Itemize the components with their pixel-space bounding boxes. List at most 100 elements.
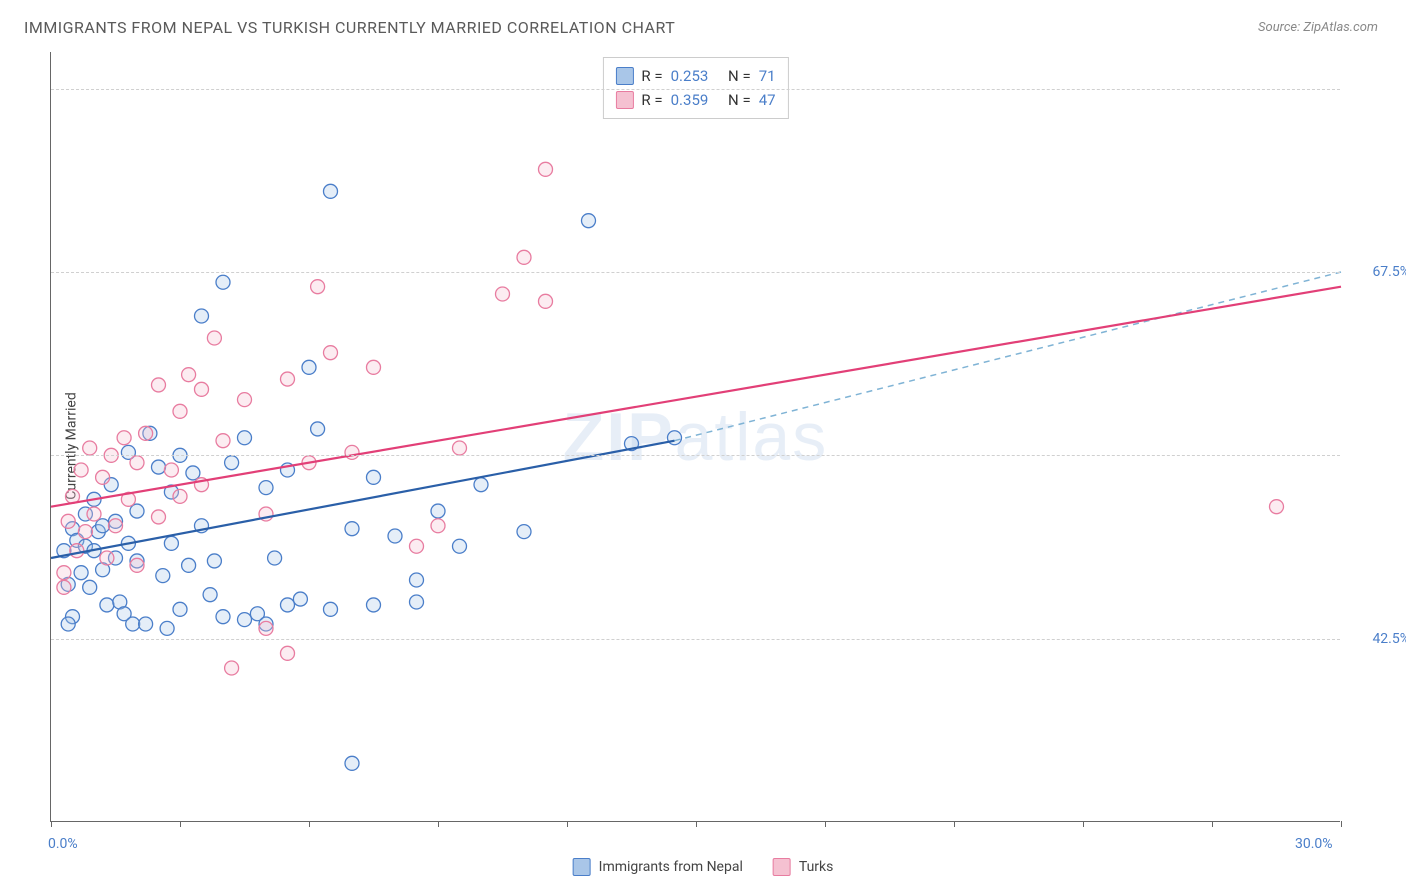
scatter-point xyxy=(195,382,209,396)
scatter-point xyxy=(474,478,488,492)
scatter-point xyxy=(139,617,153,631)
chart-title: IMMIGRANTS FROM NEPAL VS TURKISH CURRENT… xyxy=(24,18,675,37)
scatter-point xyxy=(367,360,381,374)
scatter-point xyxy=(57,566,71,580)
source-attribution: Source: ZipAtlas.com xyxy=(1258,20,1378,35)
scatter-point xyxy=(61,617,75,631)
scatter-point xyxy=(410,573,424,587)
scatter-point xyxy=(453,441,467,455)
scatter-point xyxy=(139,426,153,440)
scatter-point xyxy=(324,602,338,616)
scatter-point xyxy=(164,536,178,550)
scatter-point xyxy=(173,404,187,418)
scatter-point xyxy=(367,470,381,484)
scatter-point xyxy=(259,481,273,495)
scatter-point xyxy=(152,460,166,474)
legend-item-turks: Turks xyxy=(773,858,834,876)
scatter-point xyxy=(225,456,239,470)
scatter-point xyxy=(156,569,170,583)
scatter-point xyxy=(216,275,230,289)
swatch-turks-icon xyxy=(773,858,791,876)
scatter-point xyxy=(539,162,553,176)
scatter-point xyxy=(173,602,187,616)
scatter-point xyxy=(281,372,295,386)
scatter-point xyxy=(109,519,123,533)
scatter-point xyxy=(238,393,252,407)
scatter-point xyxy=(186,466,200,480)
scatter-point xyxy=(517,250,531,264)
x-tick xyxy=(696,821,697,827)
scatter-point xyxy=(78,525,92,539)
swatch-nepal-icon xyxy=(573,858,591,876)
scatter-point xyxy=(74,566,88,580)
scatter-point xyxy=(216,610,230,624)
scatter-point xyxy=(96,470,110,484)
x-tick-label: 30.0% xyxy=(1295,836,1333,852)
scatter-point xyxy=(117,431,131,445)
y-tick-label: 67.5% xyxy=(1372,264,1406,280)
x-tick xyxy=(954,821,955,827)
gridline xyxy=(51,89,1340,90)
scatter-point xyxy=(61,514,75,528)
scatter-point xyxy=(195,309,209,323)
scatter-point xyxy=(173,489,187,503)
x-tick xyxy=(51,821,52,827)
scatter-point xyxy=(238,431,252,445)
scatter-point xyxy=(70,544,84,558)
scatter-point xyxy=(130,456,144,470)
scatter-point xyxy=(345,756,359,770)
scatter-point xyxy=(311,280,325,294)
scatter-point xyxy=(216,434,230,448)
scatter-point xyxy=(345,445,359,459)
x-tick xyxy=(825,821,826,827)
legend-label-nepal: Immigrants from Nepal xyxy=(599,859,743,875)
scatter-point xyxy=(57,580,71,594)
scatter-point xyxy=(83,580,97,594)
scatter-point xyxy=(182,368,196,382)
scatter-point xyxy=(311,422,325,436)
scatter-point xyxy=(83,441,97,455)
x-tick xyxy=(180,821,181,827)
scatter-point xyxy=(410,595,424,609)
scatter-point xyxy=(74,463,88,477)
scatter-point xyxy=(281,598,295,612)
scatter-point xyxy=(152,378,166,392)
gridline xyxy=(51,272,1340,273)
scatter-point xyxy=(582,214,596,228)
scatter-point xyxy=(100,598,114,612)
chart-svg xyxy=(51,52,1340,821)
scatter-point xyxy=(539,294,553,308)
scatter-point xyxy=(431,504,445,518)
scatter-point xyxy=(367,598,381,612)
scatter-point xyxy=(100,551,114,565)
scatter-point xyxy=(431,519,445,533)
scatter-point xyxy=(268,551,282,565)
scatter-point xyxy=(1270,500,1284,514)
gridline xyxy=(51,639,1340,640)
bottom-legend: Immigrants from Nepal Turks xyxy=(573,858,834,876)
trend-line-extension xyxy=(675,272,1342,441)
scatter-point xyxy=(281,646,295,660)
scatter-point xyxy=(182,558,196,572)
scatter-point xyxy=(126,617,140,631)
x-tick-label: 0.0% xyxy=(48,836,78,852)
x-tick xyxy=(1212,821,1213,827)
x-tick xyxy=(309,821,310,827)
scatter-point xyxy=(96,519,110,533)
scatter-point xyxy=(87,507,101,521)
scatter-point xyxy=(293,592,307,606)
scatter-point xyxy=(517,525,531,539)
scatter-point xyxy=(130,504,144,518)
scatter-point xyxy=(453,539,467,553)
scatter-point xyxy=(152,510,166,524)
scatter-point xyxy=(164,463,178,477)
legend-item-nepal: Immigrants from Nepal xyxy=(573,858,743,876)
scatter-point xyxy=(207,554,221,568)
chart-container: IMMIGRANTS FROM NEPAL VS TURKISH CURRENT… xyxy=(0,0,1406,892)
scatter-point xyxy=(302,360,316,374)
scatter-point xyxy=(388,529,402,543)
trend-line xyxy=(51,441,675,558)
scatter-point xyxy=(410,539,424,553)
scatter-point xyxy=(203,588,217,602)
x-tick xyxy=(438,821,439,827)
